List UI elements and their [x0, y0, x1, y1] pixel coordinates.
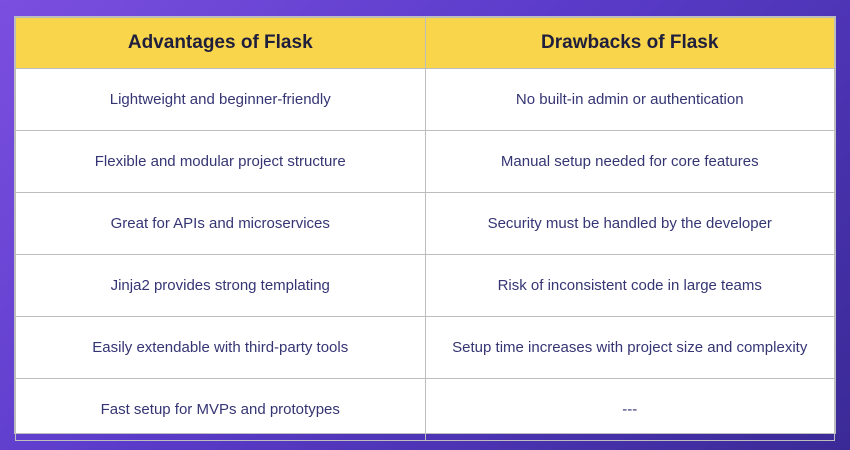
header-drawbacks: Drawbacks of Flask [424, 17, 835, 69]
table-row: Easily extendable with third-party tools… [15, 316, 835, 379]
advantage-cell: Jinja2 provides strong templating [15, 254, 426, 317]
drawback-cell: No built-in admin or authentication [424, 68, 835, 131]
table-row: Jinja2 provides strong templating Risk o… [15, 254, 835, 317]
comparison-table-container: Advantages of Flask Drawbacks of Flask L… [14, 16, 836, 441]
header-advantages: Advantages of Flask [15, 17, 426, 69]
advantage-cell: Lightweight and beginner-friendly [15, 68, 426, 131]
advantage-cell: Flexible and modular project structure [15, 130, 426, 193]
table-row: Lightweight and beginner-friendly No bui… [15, 68, 835, 131]
advantage-cell: Great for APIs and microservices [15, 192, 426, 255]
drawback-cell: --- [424, 378, 835, 441]
comparison-table: Advantages of Flask Drawbacks of Flask L… [15, 17, 835, 441]
table-header-row: Advantages of Flask Drawbacks of Flask [15, 17, 835, 69]
drawback-cell: Setup time increases with project size a… [424, 316, 835, 379]
drawback-cell: Security must be handled by the develope… [424, 192, 835, 255]
table-row: Fast setup for MVPs and prototypes --- [15, 378, 835, 441]
table-row: Flexible and modular project structure M… [15, 130, 835, 193]
table-row: Great for APIs and microservices Securit… [15, 192, 835, 255]
advantage-cell: Fast setup for MVPs and prototypes [15, 378, 426, 441]
drawback-cell: Risk of inconsistent code in large teams [424, 254, 835, 317]
advantage-cell: Easily extendable with third-party tools [15, 316, 426, 379]
drawback-cell: Manual setup needed for core features [424, 130, 835, 193]
